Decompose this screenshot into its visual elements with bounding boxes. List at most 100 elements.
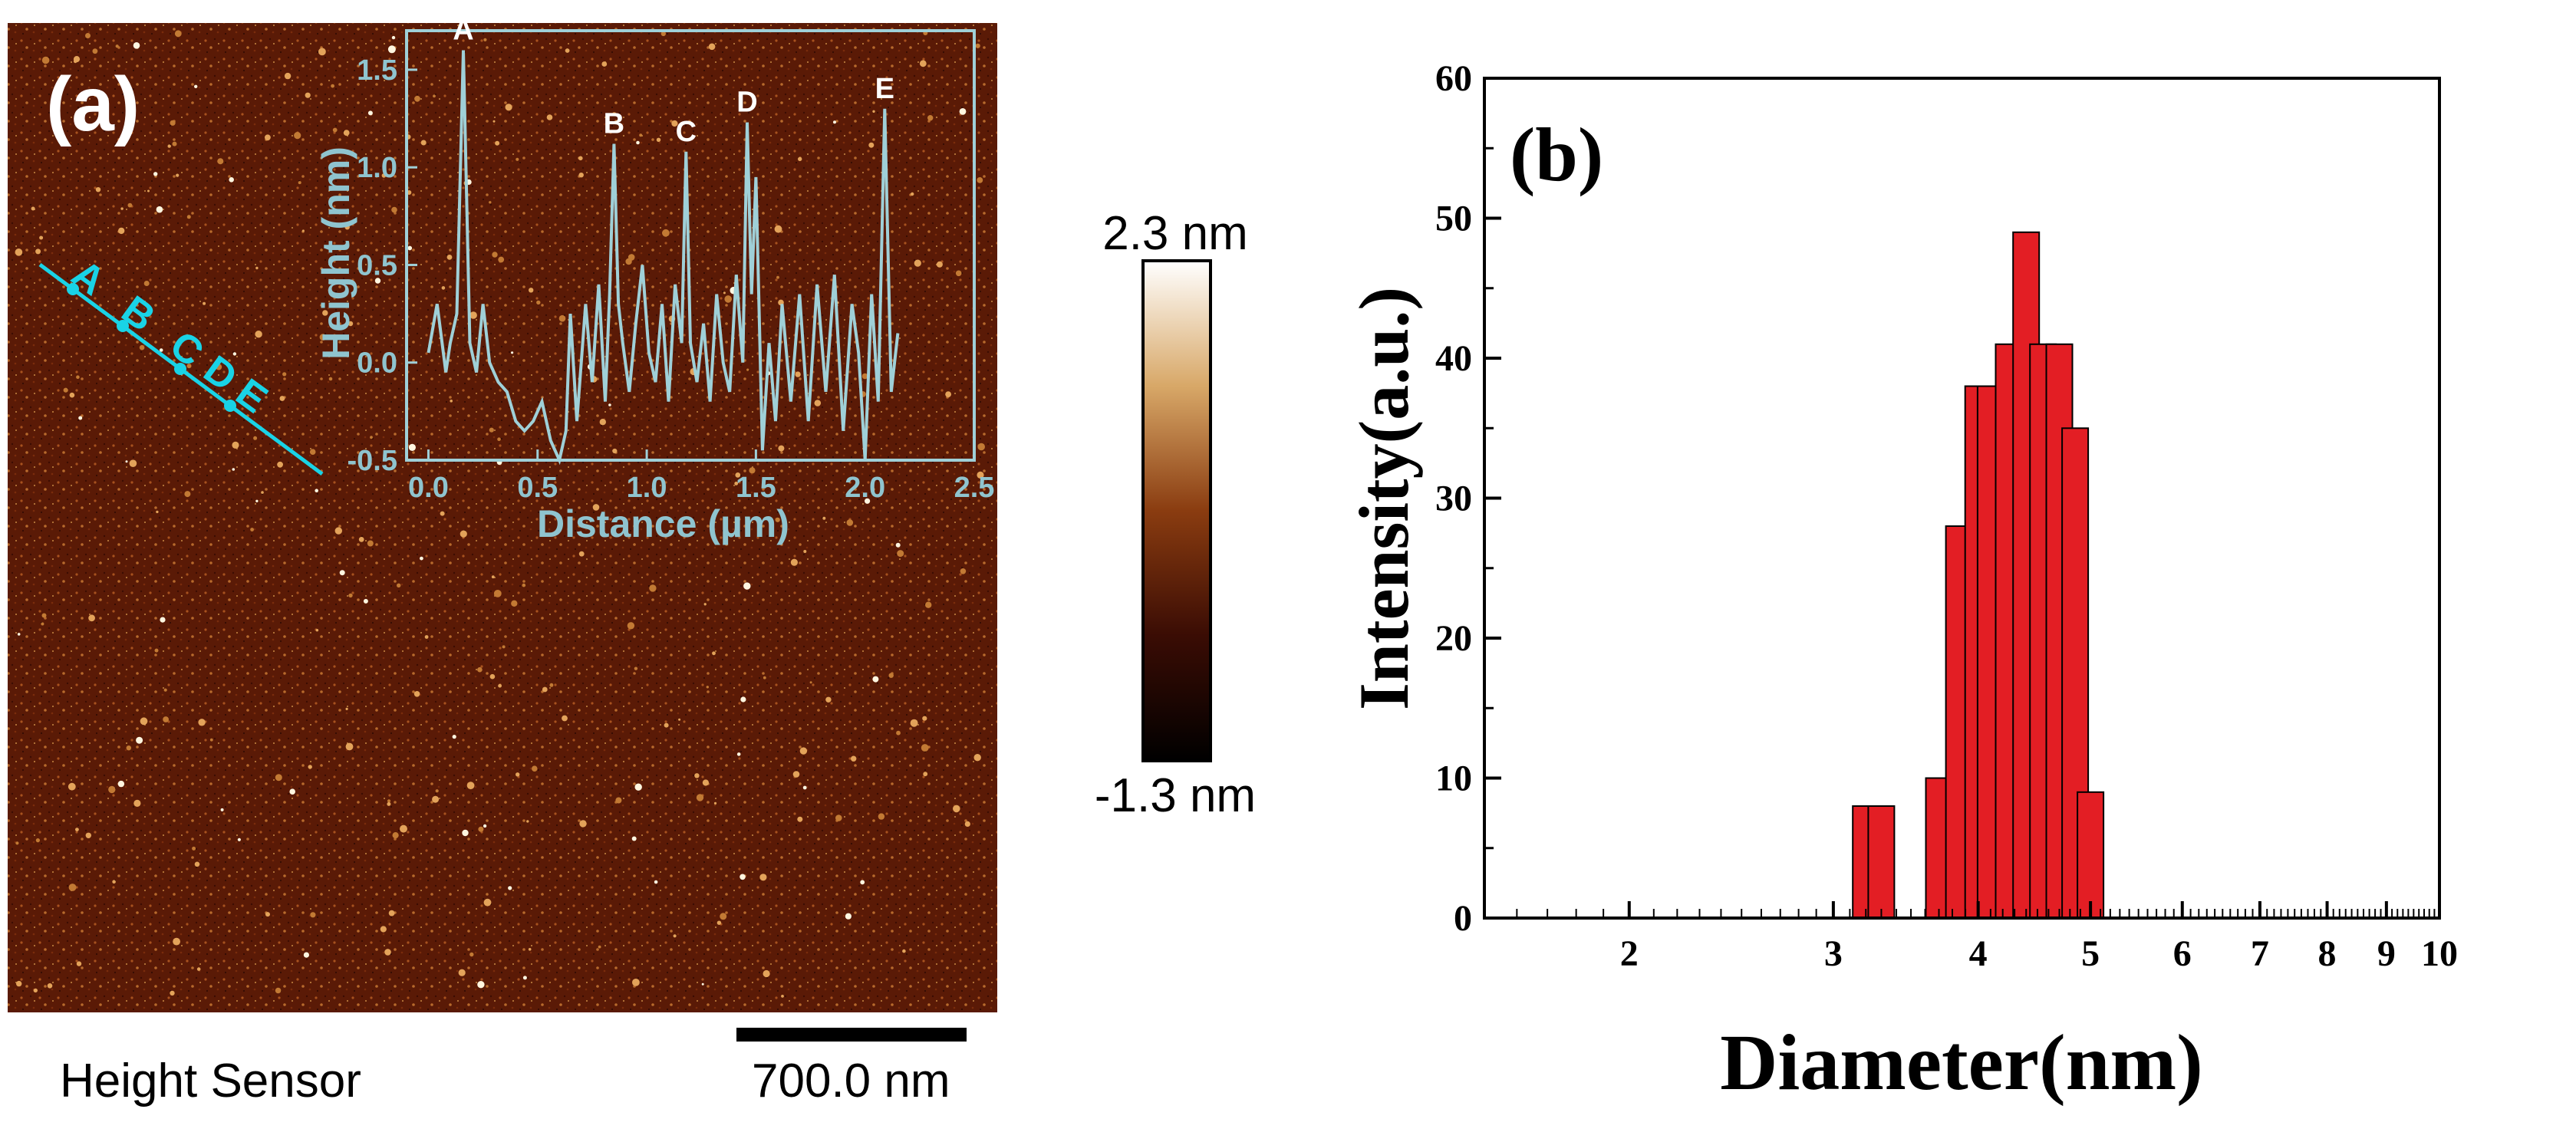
afm-particle (702, 779, 710, 786)
inset-y-axis-label: Height (nm) (315, 146, 357, 360)
x-tick-label: 3 (1824, 933, 1843, 974)
afm-particle (78, 416, 83, 420)
afm-particle (888, 673, 894, 678)
afm-particle (489, 201, 492, 204)
afm-particle (578, 156, 583, 161)
afm-particle (284, 72, 292, 80)
afm-particle (664, 722, 669, 728)
afm-particle (522, 976, 527, 980)
afm-particle (763, 969, 770, 978)
afm-particle (631, 836, 637, 841)
afm-particle (35, 248, 41, 255)
afm-particle (33, 988, 38, 993)
afm-particle (822, 516, 826, 520)
afm-particle (339, 570, 345, 576)
afm-particle (232, 352, 237, 356)
afm-particle (85, 832, 92, 839)
afm-particle (441, 286, 446, 290)
axes: 0 10 20 30 40 50 60 2 3 4 5 6 7 8 9 10 (1435, 58, 2458, 974)
afm-particle (348, 321, 354, 327)
y-axis-label: Intensity(a.u.) (1345, 287, 1423, 710)
afm-particle (872, 676, 879, 683)
afm-particle (446, 255, 453, 260)
afm-particle (713, 801, 717, 805)
afm-particle (803, 550, 807, 553)
afm-particle (483, 898, 492, 907)
afm-particle (198, 719, 206, 726)
afm-particle (505, 104, 512, 111)
afm-particle (654, 880, 658, 884)
afm-particle (408, 443, 417, 452)
afm-particle (656, 137, 661, 142)
afm-particle (209, 738, 213, 742)
afm-particle (612, 448, 618, 454)
afm-particle (799, 747, 808, 755)
afm-particle (632, 979, 640, 986)
afm-particle (491, 575, 495, 579)
afm-particle (156, 206, 163, 213)
afm-height-image (8, 23, 997, 1012)
afm-particle (391, 35, 396, 40)
afm-particle (964, 821, 970, 827)
afm-particle (495, 140, 500, 146)
afm-particle (598, 945, 601, 949)
afm-particle (701, 982, 704, 986)
afm-particle (660, 31, 666, 37)
afm-particle (172, 141, 177, 146)
afm-particle (194, 861, 200, 867)
inset-x-tick-label: 2.5 (954, 472, 995, 504)
afm-particle (802, 785, 807, 790)
afm-particle (861, 373, 868, 380)
afm-particle (592, 504, 600, 511)
afm-particle (440, 511, 445, 516)
afm-particle (749, 467, 756, 474)
x-tick-label: 5 (2081, 933, 2100, 974)
inset-x-axis-label: Distance (µm) (537, 502, 789, 545)
afm-particle (977, 471, 984, 479)
panel-label-b: (b) (1510, 112, 1603, 197)
afm-particle (170, 120, 176, 126)
afm-particle (628, 254, 635, 261)
inset-profile-line (427, 50, 900, 466)
afm-particle (776, 275, 779, 279)
afm-particle (73, 56, 81, 63)
afm-particle (294, 132, 301, 140)
inset-x-tick-label: 0.5 (517, 472, 558, 504)
inset-frame (405, 29, 976, 462)
afm-particle (186, 364, 192, 369)
afm-particle (167, 144, 171, 148)
afm-particle (133, 42, 140, 49)
afm-particle (15, 248, 23, 256)
afm-particle (562, 715, 568, 722)
size-distribution-chart: 0 10 20 30 40 50 60 2 3 4 5 6 7 8 9 10 (b) Diameter(nm)… (1345, 58, 2458, 1107)
afm-particle (345, 707, 348, 711)
afm-particle (194, 84, 198, 89)
afm-particle (420, 556, 423, 561)
afm-particle (68, 884, 77, 891)
afm-particle (253, 436, 258, 440)
afm-particle (636, 140, 640, 145)
afm-particle (578, 551, 585, 557)
afm-particle (462, 829, 469, 837)
afm-particle (536, 300, 541, 305)
afm-particle (115, 44, 119, 48)
afm-particle (345, 742, 354, 751)
afm-particle (344, 225, 350, 230)
scale-bar (736, 1028, 967, 1042)
afm-particle (542, 686, 548, 693)
inset-peak-label: B (604, 108, 624, 140)
y-tick-label: 40 (1435, 338, 1472, 379)
afm-particle (477, 666, 483, 673)
x-tick-label: 9 (2377, 933, 2396, 974)
afm-particle (778, 445, 785, 452)
afm-particle (192, 846, 196, 851)
afm-particle (694, 773, 700, 778)
afm-particle (75, 828, 79, 831)
afm-particle (502, 645, 506, 649)
afm-particle (100, 100, 107, 107)
x-tick-label: 8 (2318, 933, 2337, 974)
afm-particle (275, 987, 282, 994)
afm-particle (469, 952, 474, 957)
afm-particle (358, 537, 364, 542)
afm-particle (599, 419, 606, 426)
